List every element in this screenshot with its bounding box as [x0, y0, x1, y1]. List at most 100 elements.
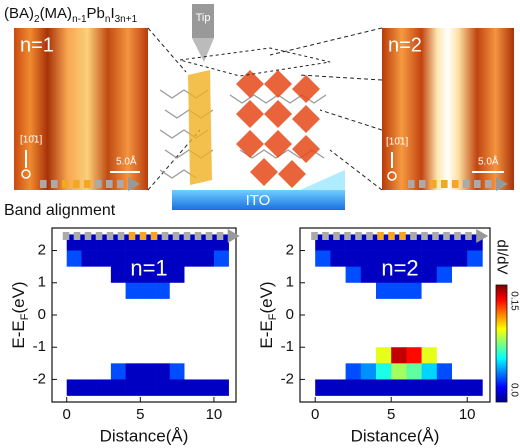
heatmap-cell [96, 347, 112, 364]
heatmap-cell [360, 331, 377, 348]
heatmap-cell [315, 315, 331, 332]
heatmap-cell [376, 331, 392, 348]
atom-marker [172, 232, 180, 240]
heatmap-cell [315, 363, 331, 380]
heatmap-cell [315, 331, 331, 348]
atom-marker [366, 232, 373, 240]
heatmap-cell [140, 282, 156, 300]
heatmap-cell [140, 266, 156, 284]
heatmap-cell [81, 315, 97, 332]
heatmap-cell [199, 315, 215, 332]
x-tick-label: 0 [311, 406, 319, 423]
y-tick-label: 2 [286, 242, 294, 259]
heatmap-cell [436, 282, 453, 300]
heatmap-cell [467, 266, 483, 284]
y-axis-label-part: E-E [257, 320, 276, 348]
heatmap-cell [155, 315, 171, 332]
y-tick-label: 0 [286, 306, 294, 323]
heatmap-cell [81, 363, 97, 380]
tip-label: Tip [196, 12, 211, 24]
y-axis-label-part: (eV) [257, 281, 276, 313]
heatmap-cell [96, 331, 112, 348]
heatmap-cell [315, 379, 331, 396]
heatmap-cell [96, 282, 112, 300]
atom-marker [40, 180, 47, 188]
stm-tip: Tip [192, 4, 214, 62]
y-tick-label: 1 [286, 274, 294, 291]
atom-marker [421, 232, 428, 240]
heatmap-cell [155, 266, 171, 284]
atom-marker [443, 232, 450, 240]
heatmap-cell [452, 266, 468, 284]
atom-marker [62, 180, 69, 188]
atom-marker [106, 180, 113, 188]
heatmap-cell [345, 282, 362, 300]
colorbar-label: dI/dV [494, 239, 511, 274]
heatmap-cell [169, 363, 185, 380]
heatmap-cell [452, 379, 468, 396]
atom-marker [117, 232, 125, 240]
heatmap-cell [436, 298, 453, 316]
heatmap-cell [345, 266, 362, 284]
heatmap-cell [345, 331, 362, 348]
heatmap-cell [184, 315, 200, 332]
heatmap-cell [360, 298, 377, 316]
heatmap-cell [140, 379, 156, 396]
heatmap-cell [345, 379, 362, 396]
section-title: Band alignment [4, 202, 116, 219]
atom-marker [408, 180, 415, 188]
substrate-label: ITO [246, 192, 271, 209]
scale-label: 5.0Å [478, 155, 499, 168]
direction-label: [10̄1] [20, 135, 42, 146]
heatmap-cell [315, 282, 331, 300]
heatmap-cell [360, 250, 377, 267]
x-tick-label: 5 [136, 406, 144, 423]
heatmap-cell [66, 315, 82, 332]
atom-marker [355, 232, 362, 240]
heatmap-cell [169, 315, 185, 332]
formula: (BA)2(MA)n-1PbnI3n+1 [4, 5, 138, 25]
heatmap-cell [391, 298, 407, 316]
heatmap-cell [140, 315, 156, 332]
atom-marker [377, 232, 384, 240]
heatmap-cell [315, 347, 331, 364]
heatmap-cell [184, 250, 200, 267]
heatmap-cell [406, 250, 422, 267]
heatmap-cell [125, 331, 141, 348]
heatmap-cell [467, 282, 483, 300]
heatmap-cell [467, 363, 483, 380]
heatmap-cell [452, 250, 468, 267]
atom-marker [388, 232, 395, 240]
heatmap-cell [213, 347, 229, 364]
heatmap-cell [140, 250, 156, 267]
heatmap-cell [213, 282, 229, 300]
heatmap-cell [199, 250, 215, 267]
heatmap-cell [110, 282, 126, 300]
heatmap-cell [315, 298, 331, 316]
atom-marker [84, 232, 92, 240]
heatmap-cell [125, 363, 141, 380]
heatmap-cell [125, 250, 141, 267]
heatmap-cell [421, 266, 438, 284]
heatmap-cell [155, 250, 171, 267]
heatmap-cell [436, 250, 453, 267]
heatmap-cell [330, 347, 346, 364]
heatmap-cell [81, 347, 97, 364]
atom-marker [150, 232, 158, 240]
atom-marker [474, 180, 481, 188]
heatmap-cell [213, 298, 229, 316]
heatmap-cell [467, 250, 483, 267]
heatmap-cell [406, 315, 422, 332]
y-axis-label-part: F [19, 313, 31, 320]
heatmap-cell [391, 363, 407, 380]
heatmap-cell [184, 363, 200, 380]
heatmap-cell [421, 315, 438, 332]
heatmap-cell [110, 379, 126, 396]
heatmap-cell [155, 347, 171, 364]
atom-marker [311, 232, 318, 240]
heatmap-cell [376, 363, 392, 380]
atom-marker [441, 180, 448, 188]
heatmap-cell [345, 347, 362, 364]
heatmap-cell [66, 282, 82, 300]
atom-marker [62, 232, 70, 240]
